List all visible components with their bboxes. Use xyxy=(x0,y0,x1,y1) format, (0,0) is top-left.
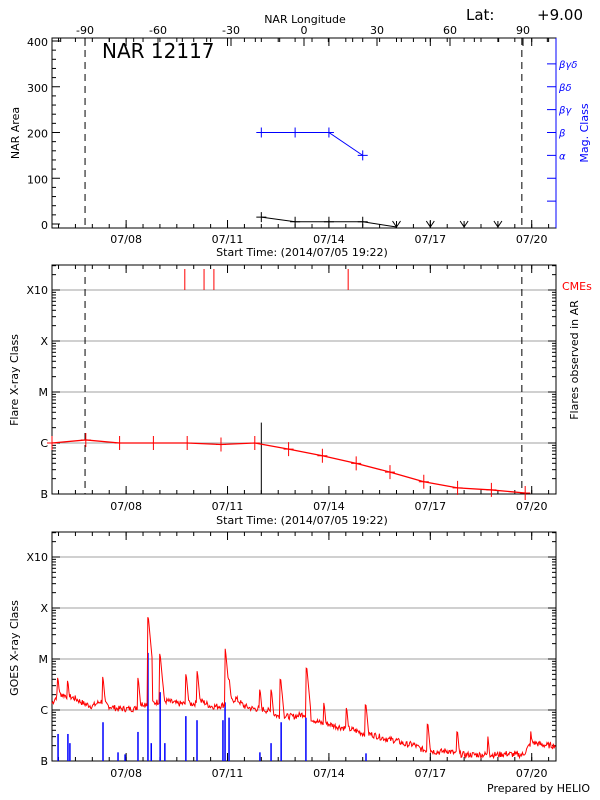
y2-axis-title-mag-class: Mag. Class xyxy=(578,103,591,162)
y2-tick-label: α xyxy=(559,151,566,162)
x-tick-label: 07/20 xyxy=(516,500,548,513)
y-tick-label: 0 xyxy=(41,219,48,232)
flare-class-point xyxy=(418,474,429,489)
latitude-label: Lat: xyxy=(466,6,494,24)
y-tick-label: X xyxy=(40,335,48,348)
x-tick-label: 07/17 xyxy=(414,233,446,246)
x-tick-label: 07/08 xyxy=(110,767,142,780)
y-tick-label: B xyxy=(40,755,48,768)
flare-class-point xyxy=(114,436,125,450)
y-axis-title-flare: Flare X-ray Class xyxy=(8,334,21,426)
flare-class-point xyxy=(351,456,362,471)
top-axis-title: NAR Longitude xyxy=(264,13,346,26)
flare-class-point xyxy=(80,432,91,447)
x-tick-label: 07/08 xyxy=(110,500,142,513)
y2-axis-title-flares-observed: Flares observed in AR xyxy=(568,300,581,420)
top-tick-label: 60 xyxy=(443,24,457,37)
y-tick-label: X10 xyxy=(26,284,48,297)
not-observed-arrow xyxy=(425,220,435,228)
cme-label: CMEs xyxy=(562,280,592,293)
y-tick-label: 300 xyxy=(27,82,48,95)
x-tick-label: 07/08 xyxy=(110,233,142,246)
y-axis-title-goes: GOES X-ray Class xyxy=(8,600,21,696)
x-tick-label: 07/20 xyxy=(516,767,548,780)
x-tick-label: 07/17 xyxy=(414,767,446,780)
y-tick-label: C xyxy=(40,437,48,450)
x-tick-label: 07/14 xyxy=(313,767,345,780)
flare-class-point xyxy=(47,436,57,450)
series-line-mag_class xyxy=(261,132,363,156)
series-line-area xyxy=(362,221,397,228)
flare-class-point xyxy=(148,436,159,450)
flare-class-point xyxy=(384,465,395,480)
data-point-area xyxy=(256,212,267,223)
y2-tick-label: βγ xyxy=(558,106,572,117)
flare-class-point xyxy=(520,485,531,500)
plot-frame xyxy=(51,531,557,762)
y2-tick-label: βγδ xyxy=(558,60,577,71)
x-axis-title-1: Start Time: (2014/07/05 19:22) xyxy=(216,246,388,259)
flare-class-point xyxy=(452,480,463,495)
top-tick-label: 0 xyxy=(301,24,308,37)
not-observed-arrow xyxy=(459,220,469,228)
x-tick-label: 07/20 xyxy=(516,233,548,246)
y-tick-label: M xyxy=(39,653,49,666)
data-point-area xyxy=(290,216,301,227)
flare-class-point xyxy=(317,448,328,463)
flare-class-point xyxy=(283,442,294,457)
x-tick-label: 07/14 xyxy=(313,233,345,246)
y-tick-label: C xyxy=(40,704,48,717)
x-tick-label: 07/17 xyxy=(414,500,446,513)
x-axis-title-2: Start Time: (2014/07/05 19:22) xyxy=(216,514,388,527)
latitude-value: +9.00 xyxy=(537,6,583,24)
top-tick-label: 30 xyxy=(370,24,384,37)
top-tick-label: -30 xyxy=(222,24,240,37)
footer-credit: Prepared by HELIO xyxy=(487,782,590,795)
top-tick-label: -90 xyxy=(76,24,94,37)
flare-class-point xyxy=(249,436,260,450)
x-tick-label: 07/11 xyxy=(212,767,244,780)
flare-class-point xyxy=(215,437,226,452)
top-tick-label: -60 xyxy=(149,24,167,37)
data-point-mag_class xyxy=(323,127,334,138)
top-tick-label: 90 xyxy=(516,24,530,37)
data-point-mag_class xyxy=(256,127,267,138)
flare-class-point xyxy=(182,436,193,450)
y-tick-label: M xyxy=(39,386,49,399)
goes-flux-line xyxy=(51,617,556,760)
flare-class-point xyxy=(486,482,497,497)
data-point-area xyxy=(323,216,334,227)
x-tick-label: 07/11 xyxy=(212,500,244,513)
y-tick-label: B xyxy=(40,488,48,501)
not-observed-arrow xyxy=(392,220,401,228)
series-line-area xyxy=(261,216,363,223)
not-observed-arrow xyxy=(493,220,503,228)
y-tick-label: 200 xyxy=(27,128,48,141)
y-tick-label: 100 xyxy=(27,173,48,186)
x-tick-label: 07/11 xyxy=(212,233,244,246)
data-point-mag_class xyxy=(290,127,301,138)
y-tick-label: X10 xyxy=(26,551,48,564)
y-tick-label: 400 xyxy=(27,36,48,49)
y2-tick-label: β xyxy=(558,129,566,140)
x-tick-label: 07/14 xyxy=(313,500,345,513)
y-axis-title-area: NAR Area xyxy=(9,107,22,159)
data-point-mag_class xyxy=(357,150,368,161)
plot-frame xyxy=(51,264,557,495)
y-tick-label: X xyxy=(40,602,48,615)
y2-tick-label: βδ xyxy=(558,83,572,94)
